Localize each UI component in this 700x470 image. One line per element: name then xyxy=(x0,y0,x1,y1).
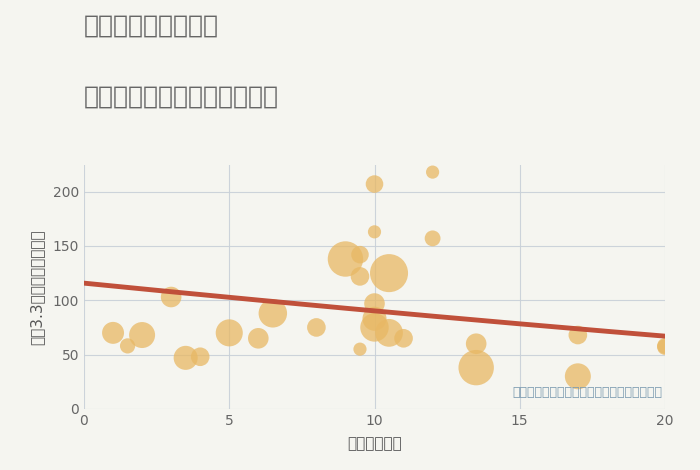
Point xyxy=(427,168,438,176)
Point xyxy=(369,315,380,322)
Point xyxy=(369,300,380,307)
Point xyxy=(470,364,482,371)
Y-axis label: 坪（3.3㎡）単価（万円）: 坪（3.3㎡）単価（万円） xyxy=(29,229,44,345)
Point xyxy=(136,331,148,339)
Point xyxy=(340,255,351,263)
Point xyxy=(354,251,365,258)
Point xyxy=(659,342,671,350)
Point xyxy=(165,293,176,301)
Text: 駅距離別中古マンション価格: 駅距離別中古マンション価格 xyxy=(84,85,279,109)
Point xyxy=(267,310,279,317)
Point xyxy=(311,324,322,331)
Point xyxy=(384,269,395,277)
Text: 円の大きさは、取引のあった物件面積を示す: 円の大きさは、取引のあった物件面積を示す xyxy=(512,386,662,399)
Point xyxy=(659,343,671,351)
Point xyxy=(180,354,191,361)
Point xyxy=(354,345,365,353)
Text: 千葉県鴨川市小湊の: 千葉県鴨川市小湊の xyxy=(84,14,219,38)
Point xyxy=(573,331,584,339)
X-axis label: 駅距離（分）: 駅距離（分） xyxy=(347,436,402,451)
Point xyxy=(573,373,584,380)
Point xyxy=(108,329,119,337)
Point xyxy=(470,340,482,347)
Point xyxy=(195,353,206,360)
Point xyxy=(253,335,264,342)
Point xyxy=(224,329,235,337)
Point xyxy=(398,335,409,342)
Point xyxy=(122,342,133,350)
Point xyxy=(384,329,395,337)
Point xyxy=(369,228,380,235)
Point xyxy=(427,235,438,242)
Point xyxy=(369,180,380,188)
Point xyxy=(354,273,365,280)
Point xyxy=(369,324,380,331)
